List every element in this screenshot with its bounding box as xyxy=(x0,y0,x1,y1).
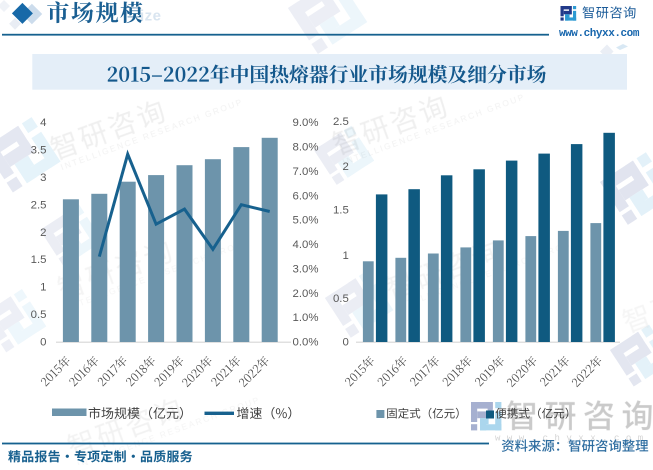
svg-text:1: 1 xyxy=(40,282,46,294)
svg-text:5.0%: 5.0% xyxy=(293,215,319,227)
svg-text:1: 1 xyxy=(342,250,348,262)
svg-text:www.chyxx.com: www.chyxx.com xyxy=(559,28,640,40)
svg-text:0.5: 0.5 xyxy=(31,309,47,321)
svg-text:2.0%: 2.0% xyxy=(293,288,319,300)
svg-text:9.0%: 9.0% xyxy=(293,117,319,129)
svg-text:2.5: 2.5 xyxy=(31,199,47,211)
svg-text:6.0%: 6.0% xyxy=(293,190,319,202)
svg-text:0: 0 xyxy=(40,337,46,349)
svg-text:8.0%: 8.0% xyxy=(293,142,319,154)
svg-text:2.5: 2.5 xyxy=(333,116,349,128)
svg-text:3: 3 xyxy=(40,172,46,184)
svg-text:2: 2 xyxy=(40,227,46,239)
svg-text:7.0%: 7.0% xyxy=(293,166,319,178)
svg-text:ize: ize xyxy=(140,8,162,25)
svg-text:0.0%: 0.0% xyxy=(293,337,319,349)
svg-text:0: 0 xyxy=(342,337,348,349)
svg-text:1.5: 1.5 xyxy=(31,254,47,266)
svg-text:1.0%: 1.0% xyxy=(293,312,319,324)
svg-text:1.5: 1.5 xyxy=(333,205,349,217)
svg-text:2: 2 xyxy=(342,161,348,173)
svg-text:4: 4 xyxy=(40,117,46,129)
svg-text:4.0%: 4.0% xyxy=(293,239,319,251)
svg-text:3.5: 3.5 xyxy=(31,144,47,156)
svg-text:3.0%: 3.0% xyxy=(293,263,319,275)
svg-text:0.5: 0.5 xyxy=(333,293,349,305)
svg-text:www.chyxx.com: www.chyxx.com xyxy=(495,434,650,444)
